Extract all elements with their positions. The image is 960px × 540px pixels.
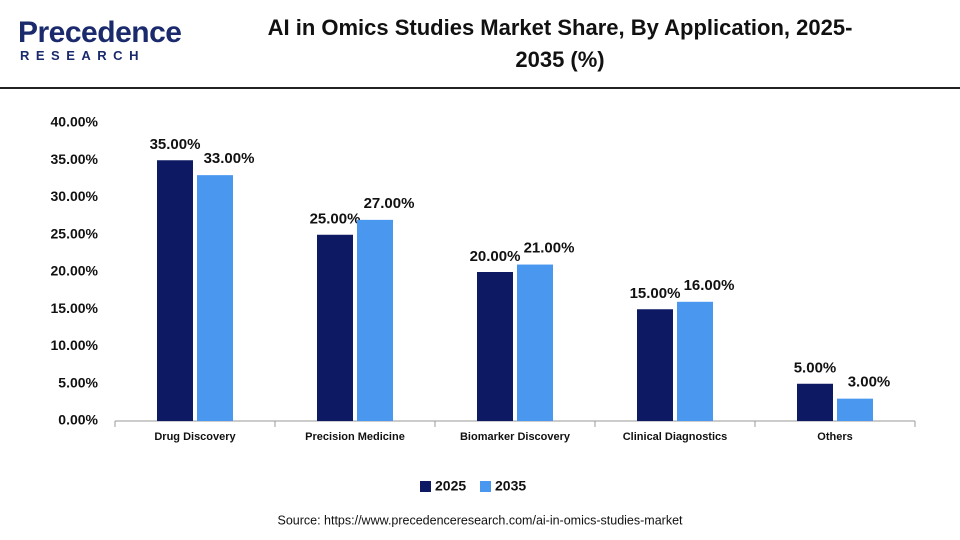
legend-label: 2025	[435, 478, 466, 494]
bar	[317, 234, 353, 421]
bar	[197, 175, 233, 421]
y-tick-label: 15.00%	[51, 300, 99, 316]
legend-swatch	[420, 481, 431, 492]
x-tick-label: Precision Medicine	[305, 431, 405, 443]
x-tick-label: Biomarker Discovery	[460, 431, 571, 443]
chart-title: AI in Omics Studies Market Share, By App…	[267, 15, 853, 72]
legend-swatch	[480, 481, 491, 492]
bar	[837, 398, 873, 421]
y-tick-label: 40.00%	[51, 114, 99, 130]
value-label: 21.00%	[524, 240, 575, 257]
y-tick-label: 0.00%	[58, 412, 98, 428]
x-tick-label: Clinical Diagnostics	[623, 431, 728, 443]
bar	[477, 272, 513, 421]
value-label: 15.00%	[630, 285, 681, 302]
logo-name: Precedence	[18, 16, 182, 49]
y-tick-label: 35.00%	[51, 151, 99, 167]
value-label: 5.00%	[794, 360, 837, 377]
value-label: 35.00%	[150, 136, 201, 153]
source: Source: https://www.precedenceresearch.c…	[277, 513, 683, 527]
value-label: 33.00%	[204, 150, 255, 167]
y-tick-label: 10.00%	[51, 337, 99, 353]
legend-label: 2035	[495, 478, 526, 494]
bar	[357, 219, 393, 421]
value-label: 3.00%	[848, 374, 891, 391]
value-label: 27.00%	[364, 195, 415, 212]
value-label: 16.00%	[684, 277, 735, 294]
x-tick-label: Others	[817, 431, 852, 443]
x-tick-label: Drug Discovery	[154, 431, 236, 443]
bar	[677, 301, 713, 421]
y-tick-label: 5.00%	[58, 374, 98, 390]
bar	[637, 309, 673, 421]
bar	[797, 383, 833, 421]
y-tick-label: 20.00%	[51, 263, 99, 279]
value-label: 25.00%	[310, 211, 361, 228]
y-tick-label: 30.00%	[51, 188, 99, 204]
y-tick-label: 25.00%	[51, 225, 99, 241]
bar	[517, 264, 553, 421]
bar	[157, 160, 193, 421]
value-label: 20.00%	[470, 248, 521, 265]
logo-tagline: RESEARCH	[20, 48, 145, 63]
